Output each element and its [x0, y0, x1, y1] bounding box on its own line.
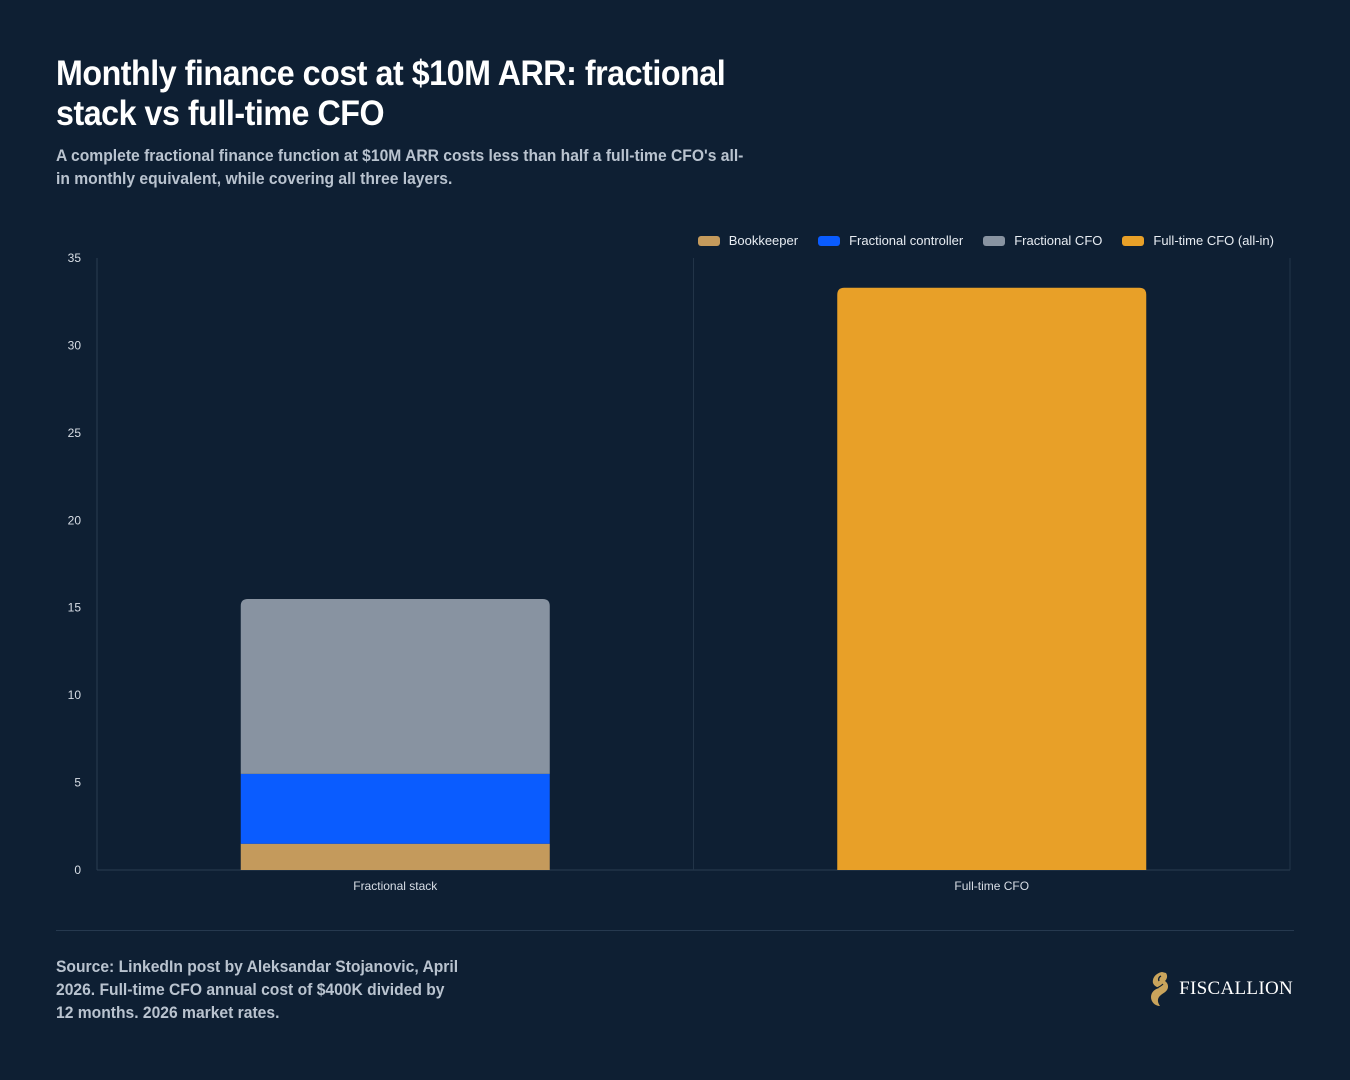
legend-item-fractional-controller: Fractional controller	[818, 233, 963, 248]
chart-subtitle: A complete fractional finance function a…	[56, 146, 744, 188]
y-tick-label: 35	[68, 251, 82, 265]
chart-title: Monthly finance cost at $10M ARR: fracti…	[56, 54, 726, 133]
legend-item-bookkeeper: Bookkeeper	[697, 233, 799, 248]
y-tick-label: 15	[68, 601, 82, 615]
chart-legend: Bookkeeper Fractional controller Fractio…	[697, 233, 1274, 248]
legend-swatch-full-time-cfo	[1122, 235, 1145, 246]
y-tick-label: 5	[74, 776, 81, 790]
bar-segment-fractional-cfo	[240, 598, 550, 774]
bar-segment-bookkeeper	[240, 843, 550, 870]
legend-swatch-bookkeeper	[697, 235, 720, 246]
legend-label-full-time-cfo: Full-time CFO (all-in)	[1153, 233, 1274, 248]
x-tick-label: Full-time CFO	[954, 879, 1029, 893]
x-tick-label: Fractional stack	[353, 879, 438, 893]
y-tick-label: 30	[68, 338, 82, 352]
y-tick-label: 10	[68, 688, 82, 702]
legend-label-fractional-controller: Fractional controller	[849, 233, 964, 248]
footer-divider	[56, 930, 1294, 931]
bar-segment-fractional-controller	[240, 773, 550, 844]
legend-item-full-time-cfo: Full-time CFO (all-in)	[1122, 233, 1274, 248]
horse-logo-icon	[1151, 972, 1169, 1006]
legend-swatch-fractional-cfo	[983, 235, 1006, 246]
legend-label-bookkeeper: Bookkeeper	[728, 233, 799, 248]
y-tick-label: 0	[74, 863, 81, 877]
legend-item-fractional-cfo: Fractional CFO	[983, 233, 1102, 248]
y-tick-label: 25	[68, 426, 82, 440]
bar-segment-full-time-cfo-all-in	[837, 287, 1147, 870]
legend-label-fractional-cfo: Fractional CFO	[1014, 233, 1103, 248]
brand-name: FISCALLION	[1179, 978, 1293, 999]
source-note: Source: LinkedIn post by Aleksandar Stoj…	[56, 957, 459, 1022]
y-tick-label: 20	[68, 513, 82, 527]
brand-logo: FISCALLION	[1147, 970, 1293, 1008]
legend-swatch-fractional-controller	[818, 235, 841, 246]
